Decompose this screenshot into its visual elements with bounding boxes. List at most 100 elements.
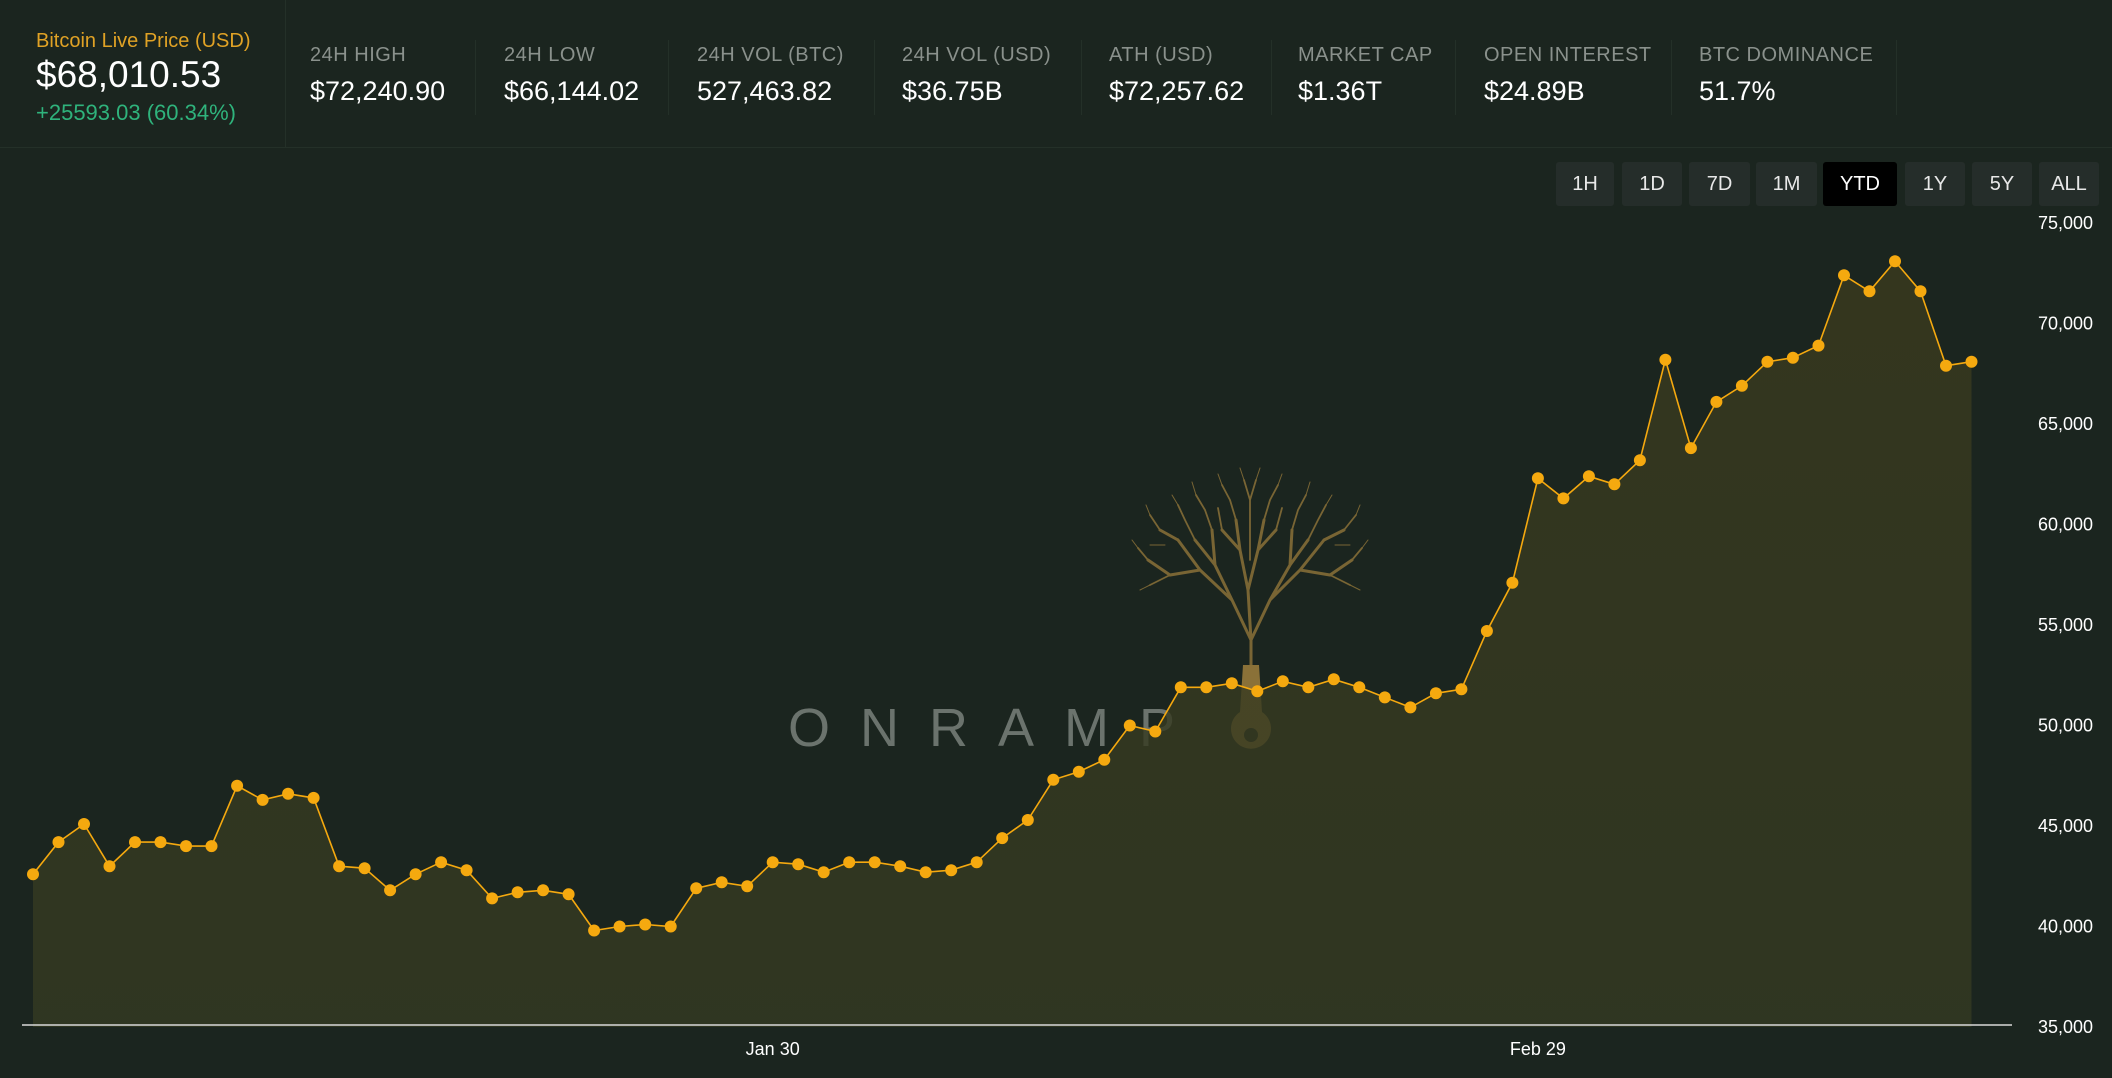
price-point[interactable] — [1506, 576, 1519, 589]
price-point[interactable] — [1786, 351, 1799, 364]
price-point[interactable] — [1225, 677, 1238, 690]
range-tab-1d[interactable]: 1D — [1622, 162, 1682, 206]
price-point[interactable] — [78, 818, 90, 830]
price-point[interactable] — [1735, 379, 1748, 392]
stat-value: 51.7% — [1699, 76, 1776, 106]
price-point[interactable] — [715, 876, 728, 889]
price-point[interactable] — [1123, 719, 1136, 732]
price-point[interactable] — [1353, 681, 1366, 694]
range-tab-1h[interactable]: 1H — [1556, 162, 1614, 206]
price-point[interactable] — [307, 791, 320, 804]
price-point[interactable] — [1582, 470, 1595, 483]
price-point[interactable] — [435, 856, 448, 869]
price-point[interactable] — [1429, 687, 1442, 700]
price-point[interactable] — [1812, 339, 1825, 352]
price-point[interactable] — [1863, 285, 1876, 298]
price-point[interactable] — [282, 787, 295, 800]
price-point[interactable] — [486, 892, 499, 905]
price-point[interactable] — [27, 868, 39, 881]
stat-label: 24H LOW — [504, 44, 596, 66]
stat-label: 24H VOL (BTC) — [697, 44, 844, 66]
price-point[interactable] — [1072, 765, 1085, 778]
price-point[interactable] — [766, 856, 779, 869]
stat-open-interest: OPEN INTEREST $24.89B — [1484, 40, 1672, 115]
price-point[interactable] — [1378, 691, 1391, 704]
price-point[interactable] — [894, 860, 907, 873]
price-point[interactable] — [384, 884, 397, 897]
price-point[interactable] — [1200, 681, 1213, 694]
price-point[interactable] — [1659, 353, 1672, 366]
price-point[interactable] — [1251, 685, 1264, 698]
price-point[interactable] — [613, 920, 626, 933]
price-point[interactable] — [996, 832, 1009, 845]
price-point[interactable] — [511, 886, 524, 899]
price-point[interactable] — [868, 856, 881, 869]
price-point[interactable] — [664, 920, 677, 933]
price-point[interactable] — [1149, 725, 1162, 738]
y-tick-label: 65,000 — [2038, 414, 2093, 434]
price-point[interactable] — [741, 880, 754, 893]
price-point[interactable] — [1889, 255, 1901, 268]
price-point[interactable] — [358, 862, 371, 875]
price-point[interactable] — [256, 793, 269, 806]
price-point[interactable] — [1633, 454, 1646, 467]
y-tick-label: 45,000 — [2038, 816, 2093, 836]
price-point[interactable] — [1838, 269, 1850, 282]
price-point[interactable] — [129, 836, 141, 849]
price-point[interactable] — [1608, 478, 1621, 491]
price-point[interactable] — [460, 864, 473, 877]
range-tab-7d[interactable]: 7D — [1689, 162, 1750, 206]
range-tab-1m[interactable]: 1M — [1756, 162, 1817, 206]
price-point[interactable] — [52, 836, 65, 849]
price-point[interactable] — [970, 856, 983, 869]
price-point[interactable] — [1404, 701, 1417, 714]
range-tab-1y[interactable]: 1Y — [1905, 162, 1965, 206]
price-point[interactable] — [817, 866, 830, 879]
watermark-text: ONRAMP — [788, 698, 1205, 758]
y-tick-label: 60,000 — [2038, 515, 2093, 535]
price-point[interactable] — [1047, 773, 1060, 786]
price-point[interactable] — [103, 860, 116, 873]
price-point[interactable] — [1327, 673, 1340, 686]
price-point[interactable] — [1174, 681, 1187, 694]
price-point[interactable] — [1965, 355, 1978, 368]
range-tab-all[interactable]: ALL — [2039, 162, 2099, 206]
price-point[interactable] — [409, 868, 422, 881]
time-range-tabs: 1H 1D 7D 1M YTD 1Y 5Y ALL — [0, 162, 2112, 206]
stat-value: $72,240.90 — [310, 76, 446, 106]
price-point[interactable] — [205, 840, 218, 853]
price-point[interactable] — [588, 924, 601, 937]
price-point[interactable] — [1684, 442, 1697, 455]
price-point[interactable] — [1557, 492, 1570, 505]
price-point[interactable] — [639, 918, 652, 931]
price-point[interactable] — [1098, 753, 1111, 766]
price-point[interactable] — [1914, 285, 1927, 298]
range-tab-ytd[interactable]: YTD — [1823, 162, 1897, 206]
price-point[interactable] — [1531, 472, 1544, 485]
price-point[interactable] — [180, 840, 192, 853]
price-point[interactable] — [537, 884, 550, 897]
range-tab-5y[interactable]: 5Y — [1972, 162, 2032, 206]
price-point[interactable] — [843, 856, 856, 869]
price-point[interactable] — [154, 836, 167, 849]
price-point[interactable] — [1276, 675, 1289, 688]
price-point[interactable] — [1761, 355, 1774, 368]
price-point[interactable] — [1710, 395, 1723, 408]
price-point[interactable] — [562, 888, 575, 901]
y-tick-label: 55,000 — [2038, 615, 2093, 635]
price-point[interactable] — [333, 860, 346, 873]
price-point[interactable] — [919, 866, 932, 879]
price-point[interactable] — [1480, 625, 1493, 637]
stat-24h-high: 24H HIGH $72,240.90 — [310, 40, 476, 115]
price-point[interactable] — [1455, 683, 1468, 696]
price-point[interactable] — [1940, 359, 1952, 372]
price-point[interactable] — [1302, 681, 1315, 694]
price-point[interactable] — [792, 858, 805, 871]
price-point[interactable] — [1021, 814, 1034, 826]
stat-label: OPEN INTEREST — [1484, 44, 1652, 66]
price-point[interactable] — [231, 779, 244, 792]
y-tick-label: 70,000 — [2038, 314, 2093, 334]
price-point[interactable] — [945, 864, 958, 877]
price-point[interactable] — [690, 882, 703, 895]
